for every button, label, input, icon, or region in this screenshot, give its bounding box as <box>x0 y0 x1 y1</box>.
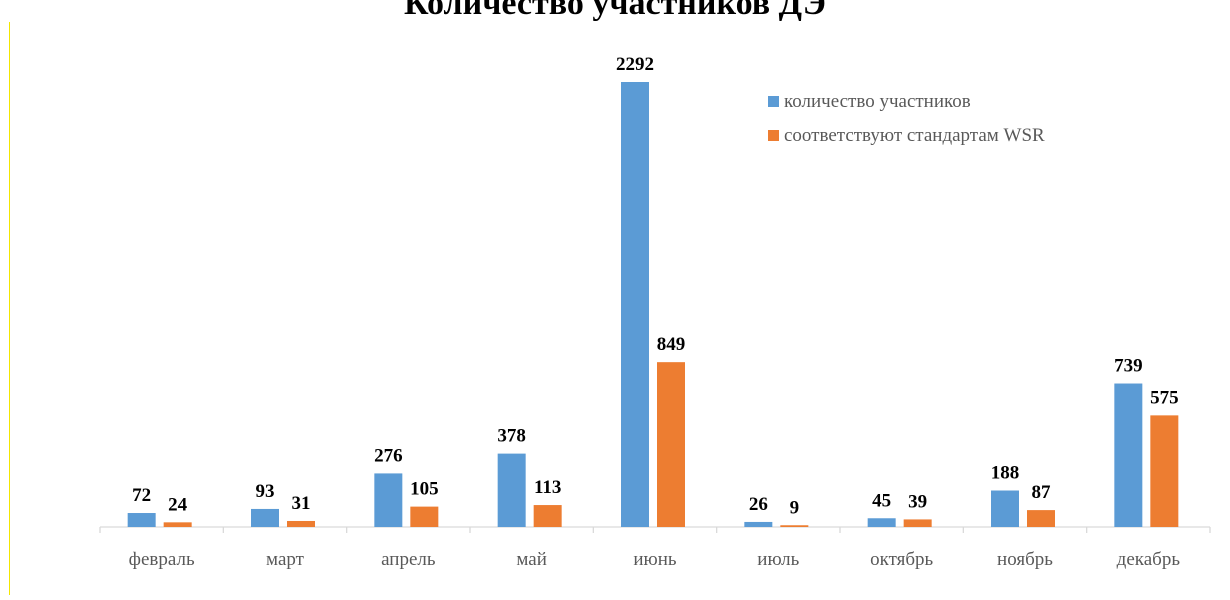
x-tick-label: март <box>266 549 305 570</box>
bar-participants <box>991 490 1019 527</box>
legend-swatch <box>768 96 779 107</box>
data-label: 188 <box>991 462 1020 483</box>
bar-wsr-standard <box>903 519 932 527</box>
x-tick-label: июль <box>757 549 799 570</box>
bar-wsr-standard <box>410 506 439 527</box>
bar-participants <box>867 518 896 527</box>
x-tick-label: апрель <box>381 549 436 570</box>
data-label: 39 <box>908 491 927 512</box>
bar-participants <box>127 513 156 527</box>
bar-wsr-standard <box>287 520 315 527</box>
data-label: 24 <box>168 494 188 515</box>
x-tick-label: май <box>516 549 547 570</box>
data-label: 105 <box>410 479 439 500</box>
data-label: 2292 <box>616 54 654 75</box>
bar-wsr-standard <box>533 505 562 527</box>
data-label: 93 <box>256 481 275 502</box>
bar-participants <box>744 521 773 527</box>
legend-label: количество участников <box>784 91 971 112</box>
bar-wsr-standard <box>780 525 809 527</box>
bar-participants <box>497 453 526 527</box>
data-label: 849 <box>657 334 686 355</box>
data-label: 87 <box>1032 482 1052 503</box>
bar-wsr-standard <box>163 522 192 527</box>
bar-participants <box>1114 383 1143 527</box>
bar-participants <box>374 473 403 527</box>
x-tick-label: декабрь <box>1117 549 1181 570</box>
bar-participants <box>251 508 279 527</box>
x-tick-label: ноябрь <box>997 549 1053 570</box>
legend-swatch <box>768 130 779 141</box>
data-label: 31 <box>292 493 311 514</box>
x-tick-label: октябрь <box>870 549 933 570</box>
bar-wsr-standard <box>1150 415 1179 527</box>
left-border-line <box>9 22 10 595</box>
data-label: 72 <box>132 485 151 506</box>
data-label: 739 <box>1114 356 1143 377</box>
chart-title: Количество участников ДЭ <box>404 0 826 22</box>
data-label: 113 <box>534 477 561 498</box>
data-label: 45 <box>872 490 891 511</box>
data-label: 276 <box>374 445 403 466</box>
bar-participants <box>621 82 649 527</box>
x-tick-label: июнь <box>633 549 677 570</box>
bar-wsr-standard <box>657 362 685 527</box>
data-label: 575 <box>1150 387 1179 408</box>
data-label: 9 <box>790 497 800 518</box>
data-label: 378 <box>497 426 526 447</box>
x-tick-label: февраль <box>129 549 195 570</box>
bar-wsr-standard <box>1027 510 1055 527</box>
legend-label: соответствуют стандартам WSR <box>784 125 1045 146</box>
data-label: 26 <box>749 494 768 515</box>
